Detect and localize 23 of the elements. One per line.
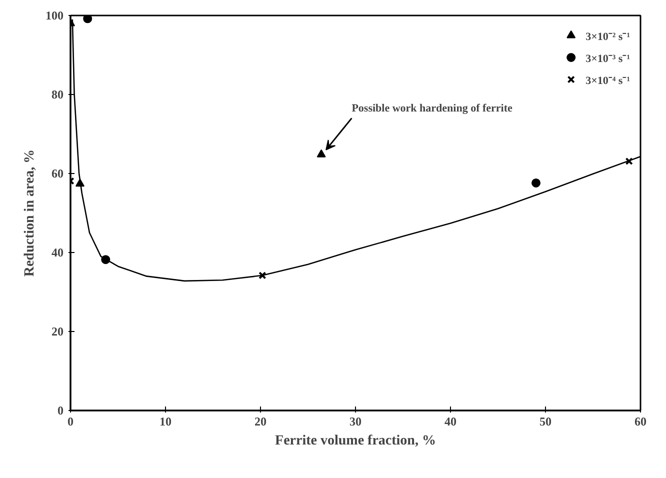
y-tick-label: 80 [52, 88, 64, 102]
x-tick-label: 60 [634, 414, 646, 428]
y-tick-label: 20 [52, 324, 64, 338]
y-axis-title: Reduction in area, % [22, 149, 38, 277]
point [258, 272, 266, 280]
x-tick-label: 0 [68, 414, 74, 428]
y-tick-label: 60 [52, 166, 64, 180]
legend-label: 3×10⁻³ s⁻¹ [586, 52, 630, 64]
x-tick-label: 20 [254, 414, 266, 428]
y-tick-label: 100 [46, 8, 64, 22]
point [625, 157, 633, 166]
annotation: Possible work hardening of ferrite [352, 102, 513, 114]
x-tick-label: 50 [540, 414, 552, 428]
x-tick-label: 40 [444, 414, 456, 428]
y-tick-label: 0 [58, 404, 64, 418]
x-tick-label: 10 [160, 414, 172, 428]
x-tick-label: 30 [350, 414, 362, 428]
legend-label: 3×10⁻² s⁻¹ [586, 30, 630, 42]
point [532, 178, 540, 188]
y-tick-label: 40 [52, 246, 64, 260]
legend-label: 3×10⁻⁴ s⁻¹ [586, 74, 630, 86]
x-axis-title: Ferrite volume fraction, % [275, 434, 436, 448]
point [316, 149, 326, 158]
